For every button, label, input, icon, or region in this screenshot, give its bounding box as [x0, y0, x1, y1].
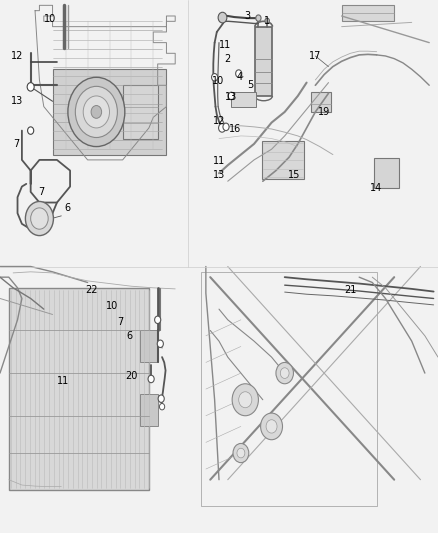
Text: 20: 20	[125, 371, 138, 381]
Circle shape	[219, 124, 226, 132]
Text: 11: 11	[219, 41, 232, 50]
Circle shape	[232, 384, 258, 416]
Bar	[201, 272, 377, 506]
Circle shape	[228, 92, 234, 100]
Bar	[374, 158, 399, 188]
Bar	[9, 288, 149, 490]
Text: 2: 2	[225, 54, 231, 63]
Circle shape	[236, 70, 242, 77]
Circle shape	[239, 392, 252, 408]
Bar	[311, 92, 331, 112]
Text: 6: 6	[65, 203, 71, 213]
Circle shape	[68, 77, 125, 147]
Text: 7: 7	[14, 139, 20, 149]
Text: 12: 12	[213, 116, 225, 126]
Circle shape	[280, 368, 289, 378]
Circle shape	[75, 86, 117, 138]
Text: 17: 17	[309, 51, 321, 61]
Text: 13: 13	[213, 170, 225, 180]
Text: 1: 1	[264, 17, 270, 26]
Text: 7: 7	[117, 318, 124, 327]
Polygon shape	[342, 5, 394, 21]
Text: 10: 10	[106, 302, 118, 311]
Bar	[123, 85, 158, 139]
Circle shape	[256, 15, 261, 21]
Bar	[231, 92, 256, 107]
Text: 11: 11	[57, 376, 70, 386]
Circle shape	[237, 448, 245, 458]
Text: 15: 15	[288, 170, 300, 180]
Circle shape	[83, 96, 110, 128]
Circle shape	[276, 362, 293, 384]
Circle shape	[218, 12, 227, 23]
Text: 10: 10	[44, 14, 57, 23]
Text: 6: 6	[126, 331, 132, 341]
Bar	[140, 330, 158, 362]
Text: 3: 3	[244, 11, 251, 21]
Text: 10: 10	[212, 76, 224, 86]
Text: 4: 4	[236, 72, 242, 82]
Circle shape	[155, 316, 161, 324]
Circle shape	[261, 413, 283, 440]
Circle shape	[158, 395, 164, 402]
Circle shape	[223, 123, 229, 131]
Text: 5: 5	[247, 80, 254, 90]
Circle shape	[233, 443, 249, 463]
Text: 11: 11	[213, 156, 225, 166]
Circle shape	[212, 74, 218, 81]
Text: 21: 21	[344, 286, 357, 295]
Text: 14: 14	[370, 183, 382, 193]
Circle shape	[27, 83, 34, 91]
Text: 13: 13	[11, 96, 23, 106]
Text: 22: 22	[86, 286, 98, 295]
Text: 7: 7	[39, 187, 45, 197]
Circle shape	[157, 340, 163, 348]
Circle shape	[159, 403, 165, 410]
Text: 16: 16	[229, 124, 241, 134]
Bar	[53, 69, 166, 155]
Text: 13: 13	[225, 92, 237, 102]
Text: 19: 19	[318, 107, 330, 117]
Bar	[255, 27, 272, 96]
Text: 12: 12	[11, 51, 23, 61]
Bar	[140, 394, 158, 426]
Circle shape	[266, 420, 277, 433]
Circle shape	[148, 375, 154, 383]
Circle shape	[91, 106, 102, 118]
Bar	[262, 141, 304, 179]
Circle shape	[28, 127, 34, 134]
Circle shape	[31, 208, 48, 229]
Circle shape	[265, 18, 269, 23]
Circle shape	[25, 201, 53, 236]
